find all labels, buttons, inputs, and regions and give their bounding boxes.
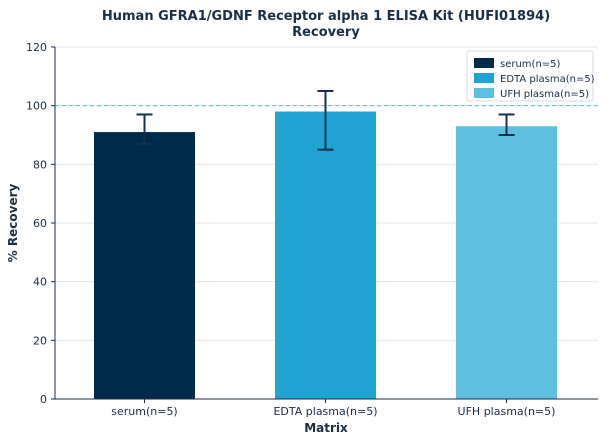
y-tick-label: 60 bbox=[33, 217, 47, 230]
bar bbox=[94, 132, 195, 400]
legend-swatch bbox=[474, 58, 494, 68]
y-tick-label: 100 bbox=[26, 100, 47, 113]
legend-label: serum(n=5) bbox=[500, 59, 561, 70]
legend-box bbox=[466, 50, 594, 102]
y-tick-label: 40 bbox=[33, 276, 47, 289]
bars bbox=[94, 111, 557, 400]
legend-label: EDTA plasma(n=5) bbox=[500, 74, 595, 85]
x-axis-label: Matrix bbox=[304, 421, 348, 435]
chart-subtitle: Recovery bbox=[292, 25, 360, 40]
bar bbox=[275, 111, 376, 400]
x-tick-label: UFH plasma(n=5) bbox=[458, 405, 556, 418]
y-ticks: 0 20 40 60 80 100 120 bbox=[26, 41, 55, 406]
error-bars bbox=[136, 90, 515, 151]
legend-label: UFH plasma(n=5) bbox=[500, 89, 589, 100]
y-axis-label: % Recovery bbox=[6, 184, 20, 263]
legend-swatch bbox=[474, 88, 494, 98]
chart-title: Human GFRA1/GDNF Receptor alpha 1 ELISA … bbox=[102, 9, 550, 24]
y-tick-label: 0 bbox=[40, 393, 47, 406]
bar bbox=[456, 126, 557, 399]
y-tick-label: 80 bbox=[33, 158, 47, 171]
legend-swatch bbox=[474, 73, 494, 83]
x-ticks: serum(n=5) EDTA plasma(n=5) UFH plasma(n=5… bbox=[111, 399, 555, 418]
legend: serum(n=5) EDTA plasma(n=5) UFH plasma(n=5… bbox=[466, 50, 595, 102]
y-tick-label: 120 bbox=[26, 41, 47, 54]
y-tick-label: 20 bbox=[33, 334, 47, 347]
x-tick-label: serum(n=5) bbox=[111, 405, 177, 418]
x-tick-label: EDTA plasma(n=5) bbox=[273, 405, 377, 418]
